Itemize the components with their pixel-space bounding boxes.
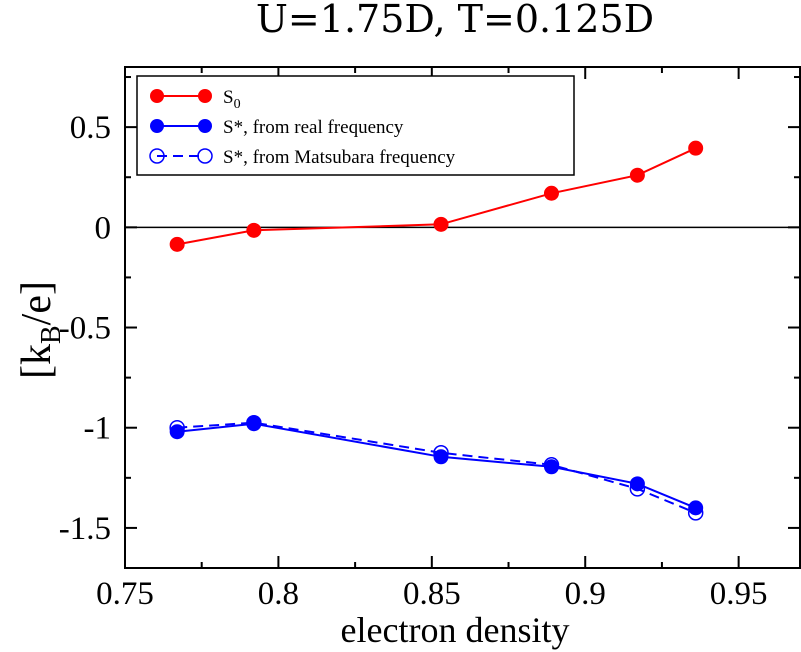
x-tick-label: 0.9 — [565, 576, 606, 612]
legend-marker — [197, 148, 213, 164]
data-point — [246, 222, 262, 238]
data-point — [169, 236, 185, 252]
legend-label: S0 — [223, 87, 241, 112]
legend-marker — [150, 89, 164, 103]
x-tick-label: 0.95 — [710, 576, 768, 612]
legend-entry: S0 — [150, 87, 241, 112]
y-tick-label: 0 — [95, 210, 112, 246]
data-point — [433, 449, 449, 465]
legend-label: S*, from Matsubara frequency — [223, 147, 456, 168]
y-tick-label: 0.5 — [70, 110, 111, 146]
series-1 — [169, 140, 704, 252]
data-point — [169, 419, 185, 436]
x-tick-label: 0.85 — [403, 576, 461, 612]
y-tick-label: -1.5 — [59, 511, 111, 547]
y-axis-label-open: [k — [14, 344, 60, 379]
y-axis-label-close: /e] — [14, 281, 60, 325]
y-axis-label: [kB/e] — [14, 281, 67, 379]
series-2 — [169, 416, 704, 516]
data-point — [629, 481, 646, 497]
svg-text:[kB/e]: [kB/e] — [14, 281, 67, 379]
x-axis-label: electron density — [341, 610, 570, 650]
data-point — [433, 445, 449, 461]
data-point — [629, 476, 645, 492]
legend-marker — [198, 119, 212, 133]
legend: S0 S*, from real frequency S*, from Matsub… — [136, 75, 575, 176]
chart-title: U=1.75D, T=0.125D — [256, 0, 654, 41]
data-point — [543, 457, 560, 473]
y-tick-label: -1 — [84, 411, 112, 447]
series-3 — [169, 414, 704, 521]
legend-marker — [150, 119, 164, 133]
data-point — [543, 185, 559, 201]
series-line — [177, 147, 697, 246]
data-point — [629, 167, 645, 183]
series-line — [177, 421, 697, 514]
plot-area: 0.75 0.8 0.85 0.9 0.95 -1.5 -1 -0.5 0 0.5 — [59, 66, 801, 612]
legend-marker — [198, 89, 212, 103]
data-point — [246, 414, 262, 431]
data-point — [688, 140, 704, 156]
series-line — [177, 422, 697, 509]
legend-entry: S*, from real frequency — [150, 117, 404, 138]
legend-label: S*, from real frequency — [223, 117, 404, 138]
data-point — [687, 505, 704, 521]
data-point — [688, 500, 704, 516]
x-tick-label: 0.75 — [96, 576, 154, 612]
y-axis-label-sub: B — [36, 325, 67, 344]
plot-frame — [124, 66, 801, 569]
x-tick-label: 0.8 — [258, 576, 299, 612]
y-tick-label: -0.5 — [59, 311, 111, 347]
legend-marker — [149, 148, 165, 164]
legend-entry: S*, from Matsubara frequency — [149, 147, 456, 168]
data-point — [433, 216, 449, 232]
